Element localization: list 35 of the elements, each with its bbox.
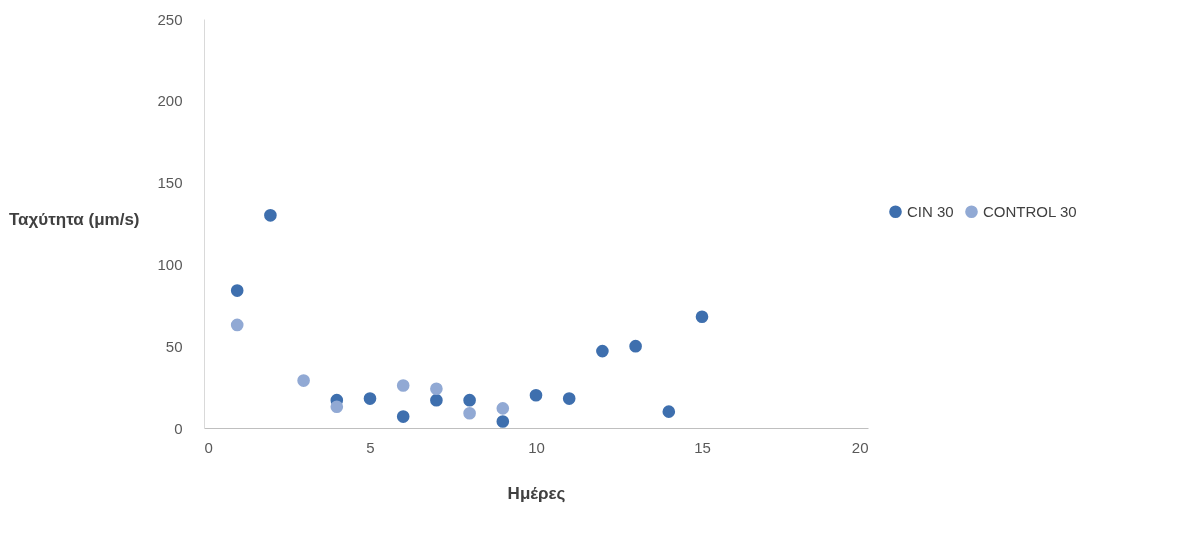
y-tick-label: 50 [165, 337, 183, 355]
point [463, 406, 476, 420]
point [230, 318, 244, 332]
point [264, 209, 277, 222]
y-tick-label: 150 [157, 174, 183, 192]
y-tick-label: 200 [157, 92, 183, 110]
point [662, 405, 676, 418]
point [430, 393, 443, 407]
point [463, 393, 476, 407]
point [297, 374, 310, 387]
x-tick-label: 0 [204, 438, 213, 456]
point [230, 284, 244, 297]
y-tick-label: 250 [157, 10, 183, 28]
point [396, 379, 410, 392]
point [396, 410, 410, 423]
point [330, 400, 344, 414]
point [496, 415, 510, 428]
legend-label: CIN 30 [907, 202, 954, 220]
point [529, 388, 543, 402]
point [430, 382, 443, 396]
point [629, 339, 642, 353]
y-axis-title: Ταχύτητα (μm/s) [8, 209, 140, 229]
x-axis-title: Ημέρες [507, 483, 566, 503]
y-tick-label: 0 [174, 419, 183, 437]
point [496, 402, 510, 415]
point [596, 344, 609, 358]
legend-label: CONTROL 30 [983, 202, 1077, 220]
x-tick-label: 10 [528, 438, 545, 456]
point [695, 310, 709, 324]
point [363, 392, 377, 405]
point [562, 392, 576, 405]
x-tick-label: 20 [851, 438, 869, 456]
x-tick-label: 15 [694, 438, 711, 456]
y-tick-label: 100 [157, 255, 183, 273]
x-tick-label: 5 [366, 438, 375, 456]
